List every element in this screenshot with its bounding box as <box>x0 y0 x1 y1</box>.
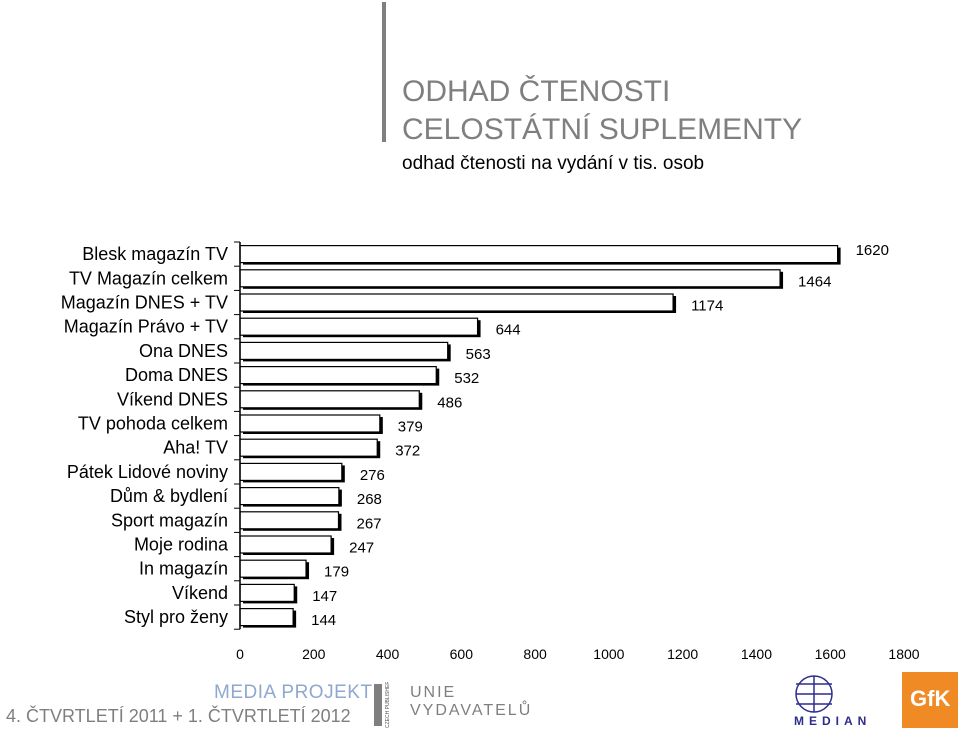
value-label: 379 <box>398 419 423 436</box>
category-label: Doma DNES <box>125 365 228 385</box>
gfk-logo: GfK <box>902 672 958 728</box>
bar <box>239 269 781 288</box>
category-label: TV pohoda celkem <box>78 414 228 434</box>
page-subtitle: odhad čtenosti na vydání v tis. osob <box>402 153 705 174</box>
category-label: Magazín DNES + TV <box>61 293 228 313</box>
bar-chart: Blesk magazín TV TV Magazín celkem Magazín… <box>61 241 920 662</box>
value-label: 1174 <box>691 298 723 315</box>
title-accent-bar <box>382 2 386 142</box>
x-tick-label: 1600 <box>815 646 846 662</box>
category-label: Ona DNES <box>139 341 228 361</box>
bars <box>239 245 841 628</box>
category-label: Aha! TV <box>163 438 228 458</box>
bar <box>239 414 381 433</box>
x-tick-label: 1000 <box>593 646 624 662</box>
category-label: Víkend <box>172 583 228 603</box>
value-label: 1620 <box>856 242 889 259</box>
category-label: Moje rodina <box>134 535 229 555</box>
value-label: 144 <box>311 612 336 629</box>
category-label: Blesk magazín TV <box>82 244 228 264</box>
category-label: Dům & bydlení <box>110 486 228 506</box>
bar <box>239 607 294 627</box>
bar <box>239 583 295 603</box>
x-tick-label: 1400 <box>741 646 772 662</box>
value-label: 276 <box>360 467 385 484</box>
value-label: 563 <box>466 346 491 363</box>
value-label: 267 <box>356 515 381 532</box>
category-label: Sport magazín <box>111 510 228 530</box>
cpa-logo: CZECH PUBLISHERS ASSOCIATION <box>372 682 412 728</box>
value-label: 486 <box>437 394 462 411</box>
bar <box>239 245 839 264</box>
x-tick-label: 800 <box>523 646 547 662</box>
bar <box>239 438 378 457</box>
page-title-line-2: CELOSTÁTNÍ SUPLEMENTY <box>402 113 803 146</box>
category-label: TV Magazín celkem <box>69 268 228 288</box>
cpa-logo-bar <box>374 684 382 726</box>
bar <box>239 559 307 578</box>
median-logo: MEDIAN <box>786 672 876 730</box>
footer-period: 4. ČTVRTLETÍ 2011 + 1. ČTVRTLETÍ 2012 <box>6 706 351 726</box>
category-label: Víkend DNES <box>117 389 228 409</box>
median-logo-text: MEDIAN <box>794 714 872 728</box>
x-tick-label: 200 <box>302 646 326 662</box>
uv-logo-line-2: VYDAVATELŮ <box>410 702 533 719</box>
x-tick-labels: 0 200 400 600 800 1000 1200 1400 1600 1800 <box>236 646 920 662</box>
category-label: Styl pro ženy <box>124 607 228 627</box>
bar <box>239 462 343 481</box>
x-tick-label: 400 <box>376 646 400 662</box>
bar <box>239 487 340 506</box>
category-labels: Blesk magazín TV TV Magazín celkem Magazín… <box>61 244 229 627</box>
value-label: 372 <box>395 443 420 460</box>
x-tick-label: 0 <box>236 646 244 662</box>
category-label: Magazín Právo + TV <box>64 317 228 337</box>
x-tick-label: 1200 <box>667 646 698 662</box>
x-tick-label: 1800 <box>888 646 919 662</box>
unie-vydavatelu-logo: UNIE VYDAVATELŮ <box>410 684 532 720</box>
gfk-logo-text: GfK <box>910 686 951 711</box>
x-tick-label: 600 <box>450 646 474 662</box>
page-title-line-1: ODHAD ČTENOSTI <box>402 75 671 108</box>
category-label: Pátek Lidové noviny <box>67 462 228 482</box>
bar <box>239 390 420 409</box>
bar <box>239 317 479 336</box>
y-tick-marks <box>234 241 240 630</box>
bar <box>239 511 340 530</box>
value-label: 1464 <box>798 273 831 290</box>
bar <box>239 293 674 312</box>
value-labels: 1620 1464 1174 644 563 532 486 379 372 276 268 267 2… <box>311 242 889 629</box>
uv-logo-line-1: UNIE <box>410 684 457 701</box>
bar <box>239 341 449 360</box>
value-label: 147 <box>312 588 337 605</box>
cpa-logo-text: CZECH PUBLISHERS ASSOCIATION <box>385 682 391 728</box>
value-label: 268 <box>357 491 382 508</box>
media-projekt-label: MEDIA PROJEKT <box>214 682 373 703</box>
value-label: 179 <box>324 564 349 581</box>
value-label: 247 <box>349 540 374 557</box>
value-label: 532 <box>454 370 479 387</box>
bar <box>239 535 332 554</box>
bar <box>239 366 437 385</box>
median-globe-icon <box>795 675 833 713</box>
value-label: 644 <box>496 322 521 339</box>
category-label: In magazín <box>139 559 228 579</box>
